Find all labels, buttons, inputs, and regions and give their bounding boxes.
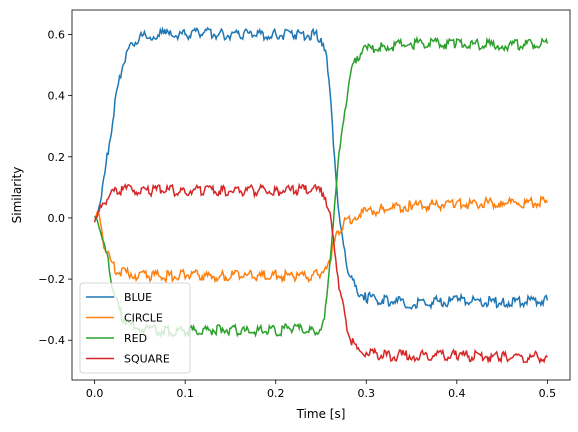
legend-label-square: SQUARE [124,353,170,366]
legend-label-blue: BLUE [124,291,152,304]
axes-frame [71,9,571,381]
y-axis-label: Similarity [10,167,24,224]
y-tick-label: 0.2 [48,151,66,164]
y-tick-label: 0.4 [48,90,66,103]
x-tick-label: 0.5 [539,387,557,400]
x-tick-label: 0.1 [176,387,194,400]
legend-box [79,282,191,374]
x-tick-label: 0.2 [267,387,285,400]
series-line-circle [94,195,549,284]
x-tick-label: 0.0 [86,387,104,400]
series-line-blue [94,26,549,311]
y-axis-ticks: −0.4 −0.2 0.0 0.2 0.4 0.6 [38,28,72,347]
series-line-square [93,182,548,365]
legend: BLUE CIRCLE RED SQUARE [79,282,191,374]
y-tick-label: 0.6 [48,28,66,41]
y-tick-label: 0.0 [48,212,66,225]
x-tick-label: 0.4 [448,387,466,400]
legend-label-red: RED [124,332,147,345]
y-tick-label: −0.2 [38,273,65,286]
legend-label-circle: CIRCLE [124,312,163,325]
x-axis-ticks: 0.0 0.1 0.2 0.3 0.4 0.5 [86,380,556,400]
x-axis-label: Time [s] [296,407,346,421]
x-tick-label: 0.3 [358,387,376,400]
y-tick-label: −0.4 [38,334,65,347]
